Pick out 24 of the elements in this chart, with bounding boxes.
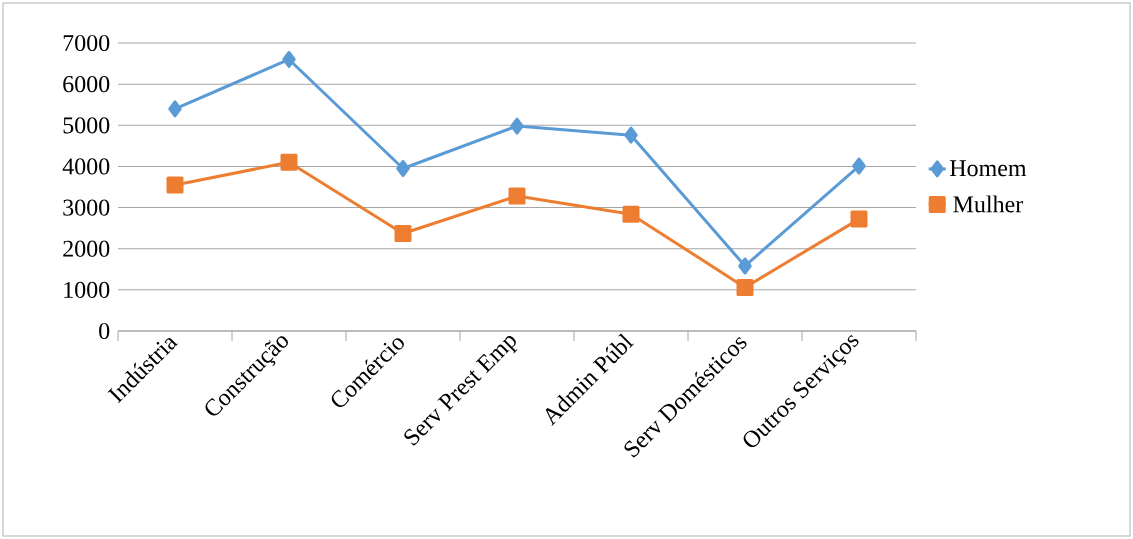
legend-label: Homem	[949, 160, 1027, 177]
point	[738, 257, 752, 275]
y-tick-label: 2000	[63, 240, 110, 257]
y-tick-label: 7000	[63, 34, 110, 52]
y-tick-label: 3000	[63, 199, 110, 216]
point	[852, 157, 866, 175]
point	[168, 100, 182, 118]
point	[508, 187, 526, 205]
y-tick-label: 5000	[63, 117, 110, 134]
point	[510, 117, 524, 135]
point	[396, 159, 410, 177]
point	[282, 50, 296, 68]
point	[624, 126, 638, 144]
y-tick-label: 6000	[63, 76, 110, 93]
point	[280, 153, 298, 171]
point	[394, 224, 412, 242]
y-tick-label: 0	[99, 322, 110, 340]
point	[166, 176, 184, 194]
y-tick-label: 4000	[62, 158, 110, 175]
point	[622, 205, 640, 223]
point	[736, 278, 754, 296]
point	[850, 210, 868, 228]
legend-label: Mulher	[953, 195, 1024, 213]
y-tick-label: 1000	[64, 281, 110, 298]
